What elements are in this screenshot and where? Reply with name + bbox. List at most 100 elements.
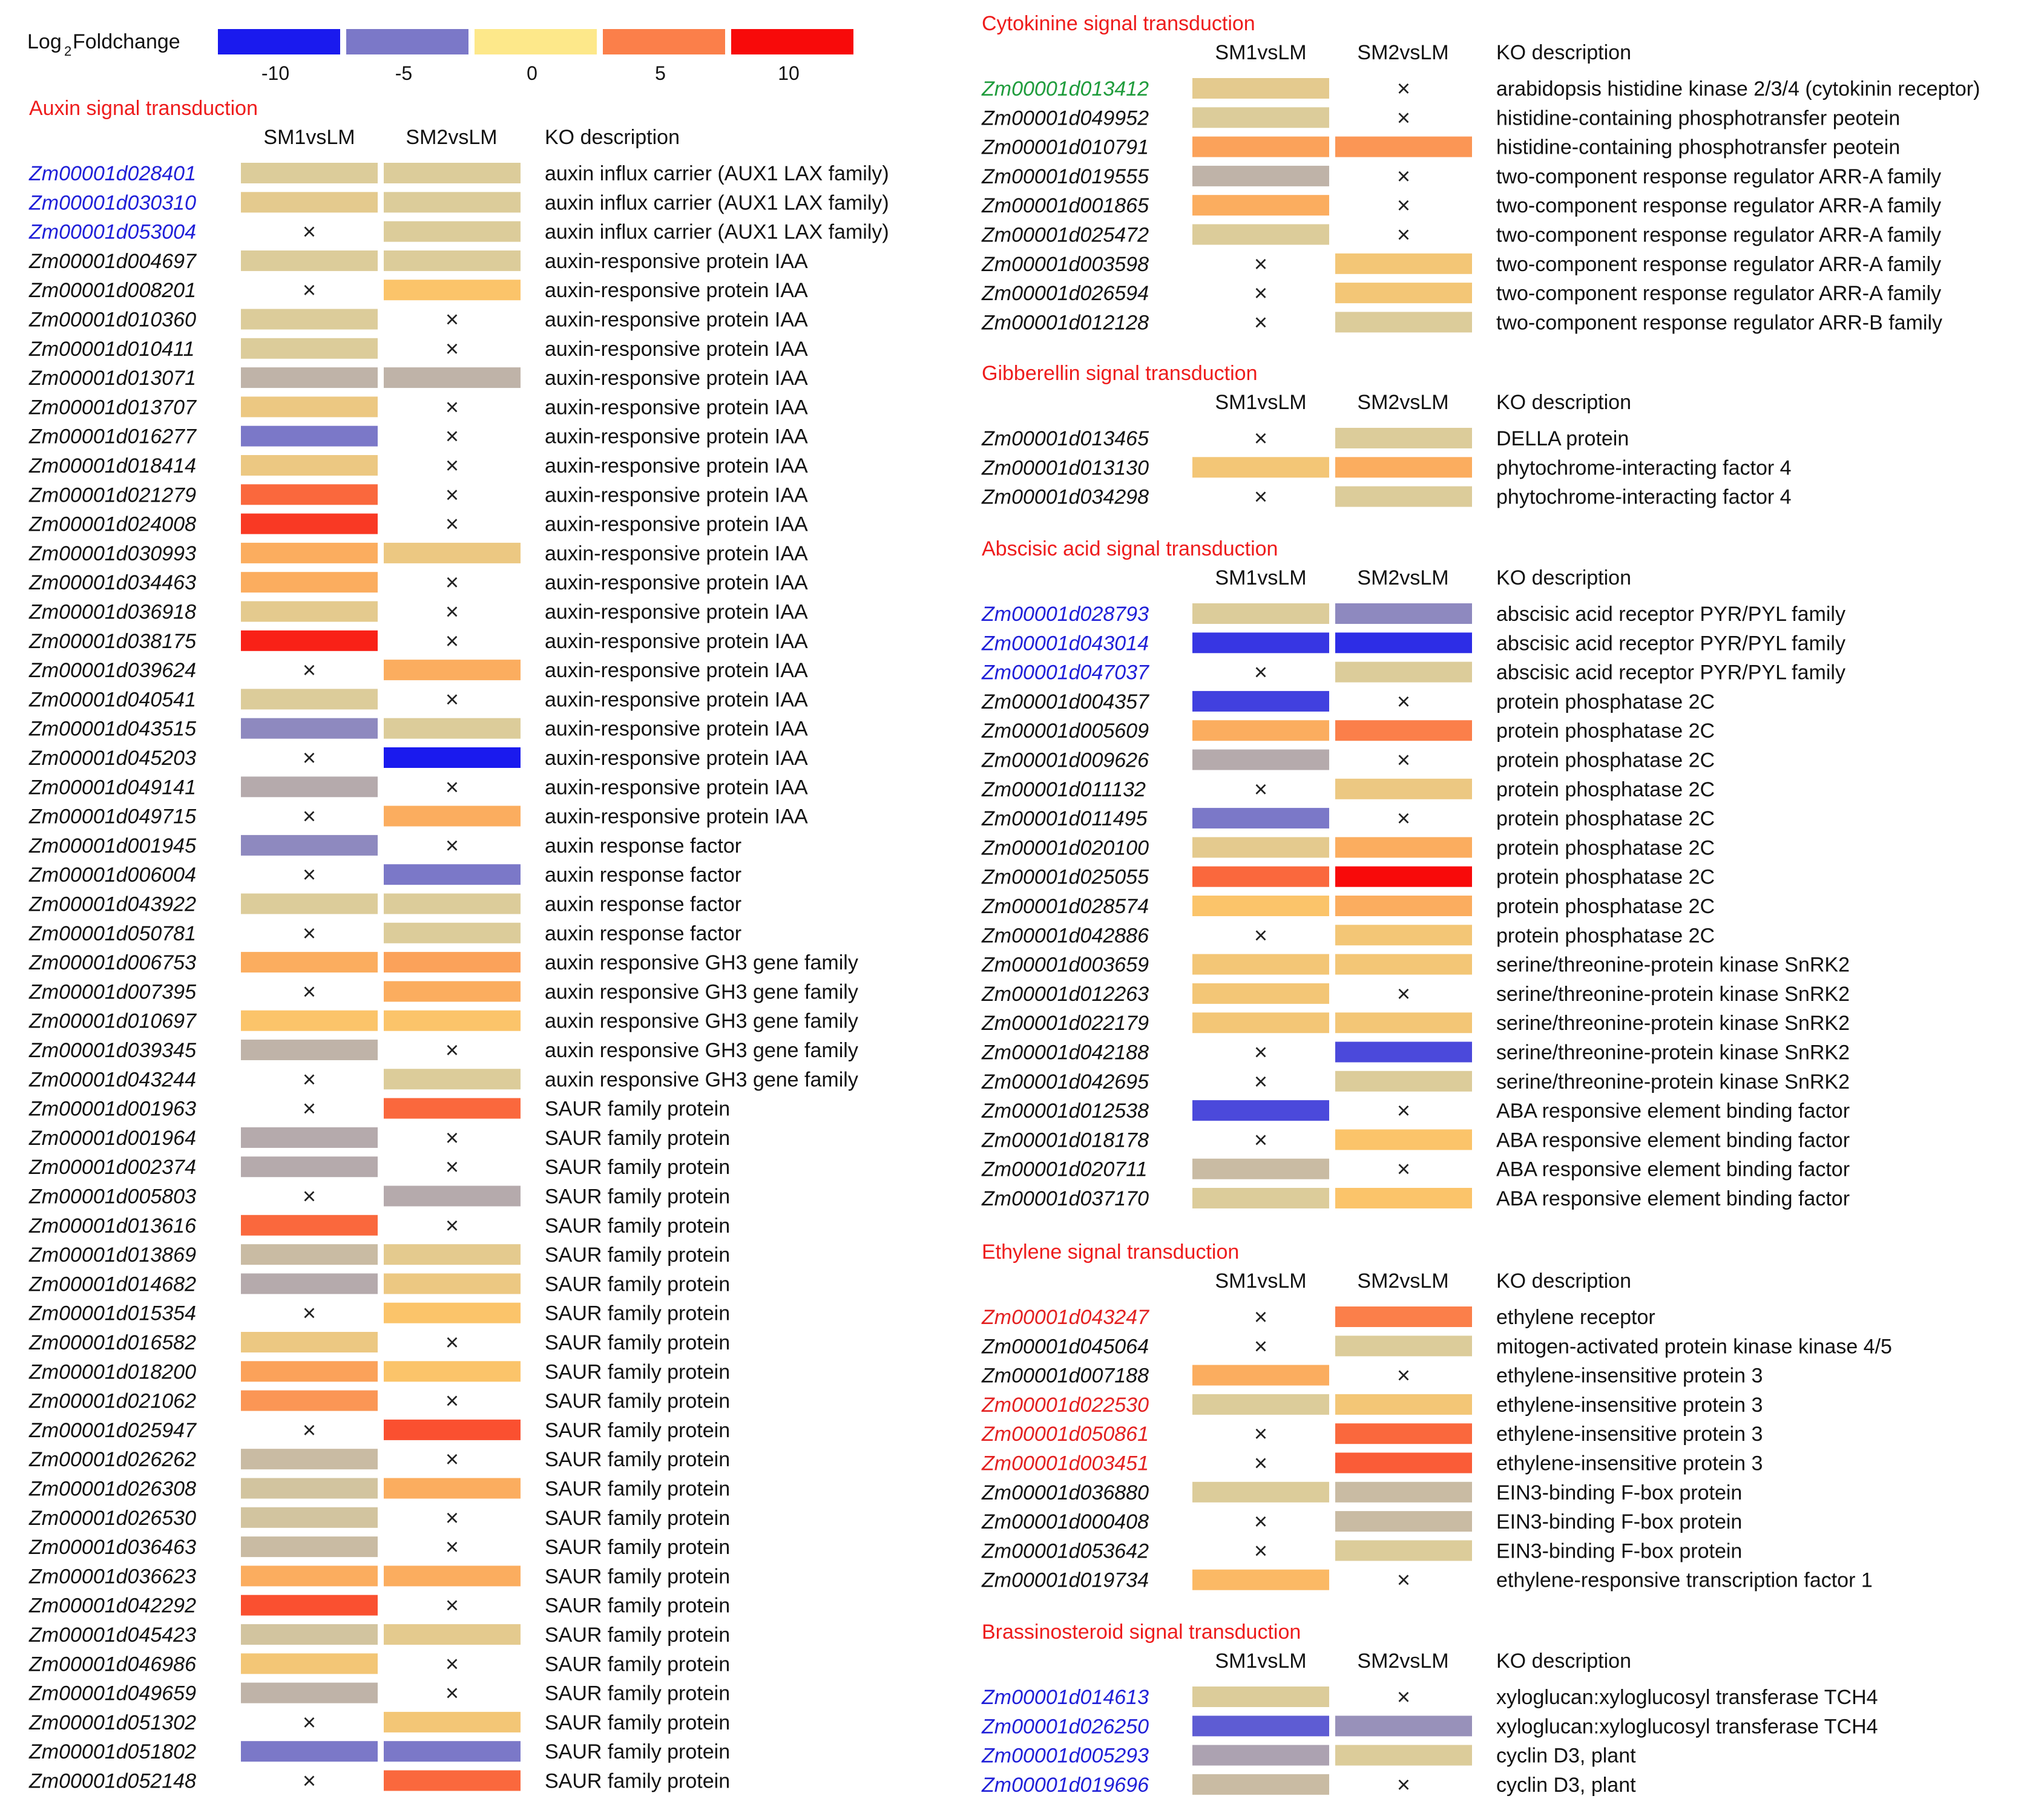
heatmap-cell-sm2 <box>1335 954 1472 975</box>
ko-description: two-component response regulator ARR-A f… <box>1496 165 1941 188</box>
legend-tick: -5 <box>395 62 412 84</box>
ko-description: SAUR family protein <box>545 1214 730 1237</box>
ko-description: xyloglucan:xyloglucosyl transferase TCH4 <box>1496 1686 1878 1709</box>
gene-id: Zm00001d009626 <box>981 749 1149 772</box>
legend-tick: 5 <box>655 62 666 84</box>
heatmap-cell-sm2 <box>384 1185 521 1207</box>
ko-description: two-component response regulator ARR-B f… <box>1496 311 1942 334</box>
missing-mark: × <box>445 600 459 625</box>
heatmap-cell-sm1 <box>241 1507 378 1528</box>
heatmap-cell-sm2 <box>1335 457 1472 478</box>
ko-description: mitogen-activated protein kinase kinase … <box>1496 1335 1892 1358</box>
gene-id: Zm00001d028793 <box>981 603 1149 626</box>
gene-id: Zm00001d051802 <box>28 1740 196 1763</box>
gene-id: Zm00001d034298 <box>981 486 1149 509</box>
heatmap-cell-sm2 <box>384 250 521 271</box>
ko-description: SAUR family protein <box>545 1653 730 1676</box>
column-header-sm1: SM1vsLM <box>1215 1650 1306 1673</box>
heatmap-cell-sm1 <box>241 1624 378 1645</box>
heatmap-cell-sm1 <box>241 1332 378 1352</box>
legend-tick: -10 <box>261 62 289 84</box>
heatmap-cell-sm2 <box>384 1624 521 1645</box>
ko-description: SAUR family protein <box>545 1244 730 1267</box>
gene-id: Zm00001d043515 <box>28 718 196 741</box>
heatmap-cell-sm1 <box>241 425 378 447</box>
gene-id: Zm00001d013071 <box>28 367 196 390</box>
heatmap-cell-sm2 <box>1335 720 1472 741</box>
ko-description: auxin responsive GH3 gene family <box>545 980 858 1003</box>
ko-description: auxin influx carrier (AUX1 LAX family) <box>545 221 889 244</box>
missing-mark: × <box>303 1418 316 1443</box>
gene-id: Zm00001d004697 <box>28 250 197 273</box>
ko-description: cyclin D3, plant <box>1496 1774 1636 1797</box>
heatmap-cell-sm2 <box>384 221 521 242</box>
ko-description: SAUR family protein <box>545 1624 730 1647</box>
missing-mark: × <box>445 336 459 362</box>
ko-description: auxin responsive GH3 gene family <box>545 1039 858 1062</box>
ko-description: auxin-responsive protein IAA <box>545 542 808 565</box>
heatmap-cell-sm2 <box>384 981 521 1002</box>
heatmap-cell-sm2 <box>384 1302 521 1323</box>
ko-description: ethylene receptor <box>1496 1306 1655 1329</box>
gene-id: Zm00001d053004 <box>28 221 196 244</box>
gene-id: Zm00001d013869 <box>28 1244 196 1267</box>
heatmap-cell-sm1 <box>241 163 378 183</box>
heatmap-cell-sm2 <box>384 1565 521 1587</box>
heatmap-cell-sm1 <box>241 776 378 798</box>
heatmap-cell-sm1 <box>1192 808 1329 829</box>
gene-id: Zm00001d043014 <box>981 632 1149 655</box>
missing-mark: × <box>1254 1538 1267 1564</box>
heatmap-cell-sm1 <box>1192 1569 1329 1590</box>
missing-mark: × <box>1254 281 1267 306</box>
ko-description: SAUR family protein <box>545 1478 730 1501</box>
gene-id: Zm00001d007395 <box>28 980 196 1003</box>
missing-mark: × <box>1397 76 1410 102</box>
column-header-sm2: SM2vsLM <box>1357 391 1448 414</box>
gene-id: Zm00001d018200 <box>28 1360 196 1383</box>
heatmap-cell-sm1 <box>241 1010 378 1031</box>
heatmap-cell-sm1 <box>241 689 378 710</box>
gene-id: Zm00001d026262 <box>28 1448 196 1471</box>
heatmap-cell-sm1 <box>1192 603 1329 624</box>
heatmap-cell-sm1 <box>1192 1012 1329 1034</box>
heatmap-cell-sm2 <box>1335 1070 1472 1092</box>
heatmap-cell-sm2 <box>384 367 521 388</box>
gene-id: Zm00001d020100 <box>981 836 1149 859</box>
missing-mark: × <box>303 1710 316 1736</box>
missing-mark: × <box>1254 660 1267 686</box>
heatmap-cell-sm1 <box>1192 78 1329 99</box>
heatmap-cell-sm2 <box>1335 1511 1472 1532</box>
ko-description: SAUR family protein <box>545 1302 730 1325</box>
missing-mark: × <box>303 921 316 946</box>
heatmap-cell-sm1 <box>241 338 378 359</box>
section-title: Ethylene signal transduction <box>982 1241 1239 1264</box>
gene-id: Zm00001d019734 <box>981 1569 1149 1592</box>
ko-description: SAUR family protein <box>545 1419 730 1442</box>
missing-mark: × <box>445 1155 459 1180</box>
heatmap-cell-sm2 <box>384 718 521 739</box>
missing-mark: × <box>303 278 316 303</box>
gene-id: Zm00001d049659 <box>28 1682 196 1705</box>
heatmap-cell-sm1 <box>241 572 378 593</box>
ko-description: auxin responsive GH3 gene family <box>545 1010 858 1033</box>
ko-description: auxin response factor <box>545 834 741 857</box>
section-title: Cytokinine signal transduction <box>982 12 1255 35</box>
heatmap-cell-sm1 <box>241 1741 378 1762</box>
gene-id: Zm00001d043244 <box>28 1068 196 1091</box>
gene-id: Zm00001d016277 <box>28 425 197 448</box>
gene-id: Zm00001d002374 <box>28 1156 196 1179</box>
heatmap-cell-sm2 <box>1335 837 1472 858</box>
section-title: Gibberellin signal transduction <box>982 362 1257 385</box>
ko-description: ethylene-responsive transcription factor… <box>1496 1569 1873 1592</box>
gene-id: Zm00001d042188 <box>981 1041 1149 1064</box>
heatmap-cell-sm2 <box>1335 1041 1472 1063</box>
heatmap-cell-sm1 <box>241 250 378 271</box>
gene-id: Zm00001d049141 <box>28 776 196 799</box>
gene-id: Zm00001d003659 <box>981 954 1149 977</box>
ko-description: SAUR family protein <box>545 1331 730 1354</box>
ko-description: auxin-responsive protein IAA <box>545 309 808 332</box>
heatmap-cell-sm1 <box>1192 195 1329 216</box>
ko-description: auxin response factor <box>545 864 741 887</box>
heatmap-cell-sm1 <box>1192 1394 1329 1415</box>
ko-description: protein phosphatase 2C <box>1496 749 1715 772</box>
